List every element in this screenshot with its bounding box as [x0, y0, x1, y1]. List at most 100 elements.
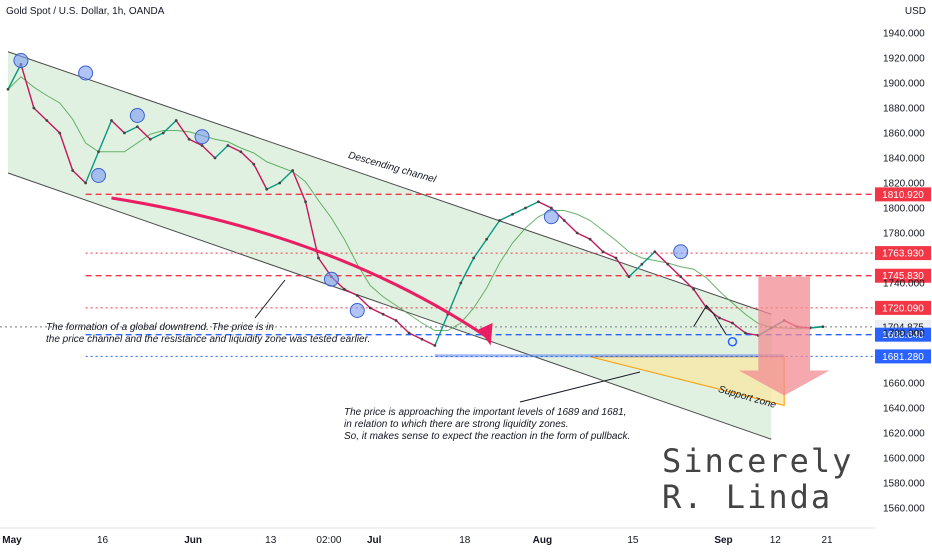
price-segment — [382, 313, 397, 322]
touch-point-circle — [673, 244, 689, 260]
x-tick-label: Jul — [367, 535, 382, 546]
price-segment — [576, 232, 591, 240]
level-tag-1 — [875, 246, 931, 261]
currency-label: USD — [904, 6, 926, 17]
y-tick-label: 1920.000 — [883, 54, 925, 65]
price-segment — [641, 251, 656, 265]
price-segment — [408, 332, 423, 340]
downtrend-arrow — [111, 196, 488, 338]
signature-line-2: R. Linda — [662, 478, 833, 516]
price-segment — [266, 182, 280, 190]
price-point — [342, 287, 346, 291]
price-point — [355, 294, 359, 297]
price-segment — [124, 126, 138, 134]
price-point — [381, 312, 385, 316]
price-point — [239, 150, 243, 154]
price-point — [304, 200, 307, 204]
level-tag-3 — [875, 300, 931, 315]
channel-lower-line — [7, 172, 772, 440]
price-segment — [344, 288, 358, 297]
price-point — [511, 212, 514, 216]
price-segment — [291, 170, 307, 203]
moving-average-line — [7, 76, 824, 331]
target-icon — [727, 337, 738, 347]
price-point — [161, 131, 165, 135]
y-tick-label: 1640.000 — [883, 404, 925, 415]
price-point — [743, 331, 747, 335]
price-segment — [719, 317, 733, 324]
price-point — [562, 219, 566, 222]
y-tick-label: 1660.000 — [883, 379, 925, 390]
touch-point-circle — [543, 209, 559, 225]
y-tick-label: 1820.000 — [883, 179, 925, 190]
price-point — [627, 275, 631, 279]
price-segment — [615, 257, 630, 278]
x-tick-label: Jun — [184, 535, 202, 546]
y-tick-label: 1620.000 — [883, 429, 925, 440]
y-tick-label: 1800.000 — [883, 204, 925, 215]
price-segment — [33, 107, 48, 122]
y-tick-label: 1840.000 — [883, 154, 925, 165]
channel-fill — [8, 51, 772, 440]
touch-point-circle — [323, 271, 339, 287]
price-point — [679, 275, 683, 279]
price-segment — [447, 282, 462, 315]
price-segment — [7, 63, 22, 90]
price-segment — [809, 326, 824, 329]
price-segment — [46, 119, 61, 134]
level-label-1: 1763.930 — [882, 249, 924, 260]
price-point — [71, 169, 75, 172]
x-tick-label: 15 — [627, 535, 639, 546]
price-point — [45, 119, 49, 122]
price-segment — [473, 238, 488, 259]
price-point — [148, 137, 152, 141]
price-segment — [201, 144, 216, 159]
price-point — [213, 156, 217, 160]
price-point — [821, 325, 825, 329]
price-point — [278, 181, 282, 185]
x-tick-label: Aug — [533, 535, 552, 546]
price-point — [549, 206, 553, 210]
price-segment — [227, 144, 242, 153]
price-segment — [421, 338, 436, 347]
price-point — [407, 331, 411, 335]
price-point — [718, 316, 721, 320]
price-segment — [499, 213, 513, 222]
price-point — [265, 187, 269, 191]
level-label-0: 1810.920 — [882, 190, 924, 201]
level-label-3: 1720.090 — [882, 303, 924, 314]
price-point — [575, 231, 579, 235]
price-point — [601, 250, 605, 254]
note-pointer-left — [254, 279, 286, 319]
price-segment — [304, 201, 320, 259]
price-segment — [20, 64, 35, 109]
left-note: The formation of a global downtrend. The… — [46, 322, 371, 345]
y-tick-label: 1860.000 — [883, 129, 925, 140]
price-segment — [563, 219, 578, 234]
price-point — [97, 150, 100, 154]
x-tick-label: 21 — [821, 535, 833, 546]
y-tick-label: 1600.000 — [883, 454, 925, 465]
channel-upper-line — [7, 51, 772, 315]
price-point — [588, 237, 592, 241]
level-tag-6 — [875, 349, 931, 364]
price-point — [135, 125, 139, 129]
price-segment — [602, 251, 617, 259]
y-tick-label: 1580.000 — [883, 479, 925, 490]
y-tick-label: 1740.000 — [883, 279, 925, 290]
price-point — [84, 181, 88, 185]
price-segment — [486, 220, 501, 240]
x-tick-label: 13 — [265, 535, 277, 546]
y-tick-label: 1780.000 — [883, 229, 925, 240]
price-segment — [654, 251, 669, 265]
level-label-6: 1681.280 — [882, 352, 924, 363]
touch-point-circle — [78, 65, 94, 81]
price-point — [6, 87, 10, 91]
touch-point-circle — [129, 108, 145, 123]
y-tick-label: 1880.000 — [883, 104, 925, 115]
symbol-title: Gold Spot / U.S. Dollar, 1h, OANDA — [6, 6, 165, 17]
price-series — [6, 62, 825, 347]
price-segment — [628, 263, 643, 278]
